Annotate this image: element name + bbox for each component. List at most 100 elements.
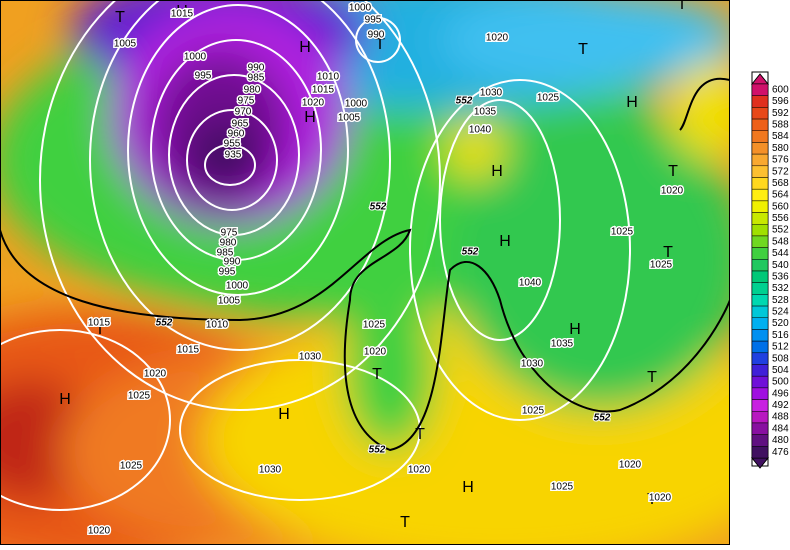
colorbar-label: 476 bbox=[772, 447, 789, 458]
colorbar-label: 508 bbox=[772, 353, 789, 364]
colorbar-label: 580 bbox=[772, 143, 789, 154]
isobar-label: 980 bbox=[220, 238, 237, 249]
colorbar-label: 560 bbox=[772, 201, 789, 212]
isobar-label: 1035 bbox=[474, 107, 497, 118]
pressure-center: T bbox=[663, 244, 673, 261]
colorbar-label: 568 bbox=[772, 178, 789, 189]
colorbar-label: 592 bbox=[772, 108, 789, 119]
isobar-label: 975 bbox=[221, 228, 238, 239]
pressure-center: T bbox=[115, 9, 125, 26]
colorbar-swatch bbox=[751, 188, 769, 202]
colorbar-swatch bbox=[751, 259, 769, 272]
isobars bbox=[0, 0, 631, 511]
colorbar-label: 600 bbox=[772, 84, 789, 95]
pressure-center: H bbox=[59, 391, 71, 408]
isobar-label: 1000 bbox=[184, 52, 207, 63]
colorbar-label: 516 bbox=[772, 330, 789, 341]
isobar-label: 1030 bbox=[299, 352, 322, 363]
isobar-label: 1025 bbox=[128, 391, 151, 402]
pressure-center: T bbox=[578, 41, 588, 58]
isobar-label: 1020 bbox=[302, 98, 325, 109]
colorbar-label: 504 bbox=[772, 365, 789, 376]
colorbar-label: 576 bbox=[772, 155, 789, 166]
colorbar-label: 572 bbox=[772, 166, 789, 177]
colorbar-swatch bbox=[751, 340, 769, 354]
thickness-552-line bbox=[0, 77, 730, 452]
colorbar-swatch bbox=[751, 317, 769, 330]
thickness-label: 552 bbox=[456, 96, 473, 107]
pressure-center: H bbox=[462, 479, 474, 496]
isobar-label: 960 bbox=[228, 129, 245, 140]
pressure-center: H bbox=[176, 3, 188, 20]
pressure-center: H bbox=[299, 39, 311, 56]
colorbar-swatch bbox=[751, 352, 769, 365]
colorbar-swatch bbox=[751, 399, 769, 412]
isobar-label: 1020 bbox=[144, 369, 167, 380]
isobar-label: 1030 bbox=[521, 359, 544, 370]
colorbar-swatch bbox=[751, 224, 769, 237]
isobar-label: 985 bbox=[248, 73, 265, 84]
isobar-label: 1025 bbox=[611, 227, 634, 238]
colorbar-label: 484 bbox=[772, 423, 789, 434]
pressure-center: T bbox=[668, 163, 678, 180]
isobar-label: 1020 bbox=[619, 460, 642, 471]
colorbar-label: 540 bbox=[772, 260, 789, 271]
isobar-label: 1005 bbox=[218, 296, 241, 307]
colorbar-label: 524 bbox=[772, 307, 789, 318]
colorbar-swatch bbox=[751, 446, 769, 459]
colorbar-swatch bbox=[751, 153, 769, 167]
colorbar-swatch bbox=[751, 165, 769, 178]
pressure-center: T bbox=[647, 369, 657, 386]
isobar-label: 990 bbox=[368, 30, 385, 41]
colorbar-label: 584 bbox=[772, 131, 789, 142]
colorbar-label: 528 bbox=[772, 295, 789, 306]
isobar-label: 1040 bbox=[469, 125, 492, 136]
colorbar-label: 496 bbox=[772, 388, 789, 399]
isobar-label: 1025 bbox=[120, 461, 143, 472]
colorbar-label: 548 bbox=[772, 236, 789, 247]
pressure-center: T bbox=[415, 426, 425, 443]
isobar-label: 1000 bbox=[345, 99, 368, 110]
colorbar-swatch bbox=[751, 118, 769, 131]
isobar-label: 1020 bbox=[661, 186, 684, 197]
colorbar-swatch bbox=[751, 270, 769, 283]
pressure-center: T bbox=[95, 321, 105, 338]
thickness-label: 552 bbox=[370, 202, 387, 213]
colorbar-swatch bbox=[751, 364, 769, 377]
colorbar-swatch bbox=[751, 434, 769, 447]
colorbar-swatch bbox=[751, 387, 769, 400]
isobar-label: 1015 bbox=[312, 85, 335, 96]
isobar-label: 1015 bbox=[88, 318, 111, 329]
colorbar-label: 536 bbox=[772, 271, 789, 282]
colorbar-arrow-top bbox=[750, 73, 770, 85]
colorbar-swatch bbox=[751, 212, 769, 225]
colorbar-swatch bbox=[751, 83, 769, 96]
colorbar-swatch bbox=[751, 305, 769, 318]
pressure-center: T bbox=[647, 491, 657, 508]
isobar-label: 1005 bbox=[114, 39, 137, 50]
colorbar-label: 512 bbox=[772, 342, 789, 353]
isobar-label: 990 bbox=[224, 257, 241, 268]
isobar-label: 935 bbox=[225, 150, 242, 161]
isobar-label: 975 bbox=[238, 96, 255, 107]
thickness-label: 552 bbox=[594, 413, 611, 424]
isobar-label: 1025 bbox=[650, 260, 673, 271]
colorbar-label: 596 bbox=[772, 96, 789, 107]
isobar-label: 1030 bbox=[480, 88, 503, 99]
isobar-label: 1025 bbox=[551, 482, 574, 493]
pressure-center: H bbox=[626, 94, 638, 111]
isobar-label: 1030 bbox=[259, 465, 282, 476]
pressure-center: H bbox=[278, 406, 290, 423]
colorbar-swatch bbox=[751, 422, 769, 435]
colorbar-label: 500 bbox=[772, 377, 789, 388]
pressure-center: T bbox=[677, 0, 687, 13]
isobar-label: 1000 bbox=[226, 281, 249, 292]
isobar-label: 1020 bbox=[364, 347, 387, 358]
colorbar-swatch bbox=[751, 107, 769, 120]
colorbar-swatch bbox=[751, 177, 769, 190]
isobar-label: 1025 bbox=[363, 320, 386, 331]
colorbar-swatch bbox=[751, 247, 769, 260]
isobar-label: 1015 bbox=[171, 9, 194, 20]
